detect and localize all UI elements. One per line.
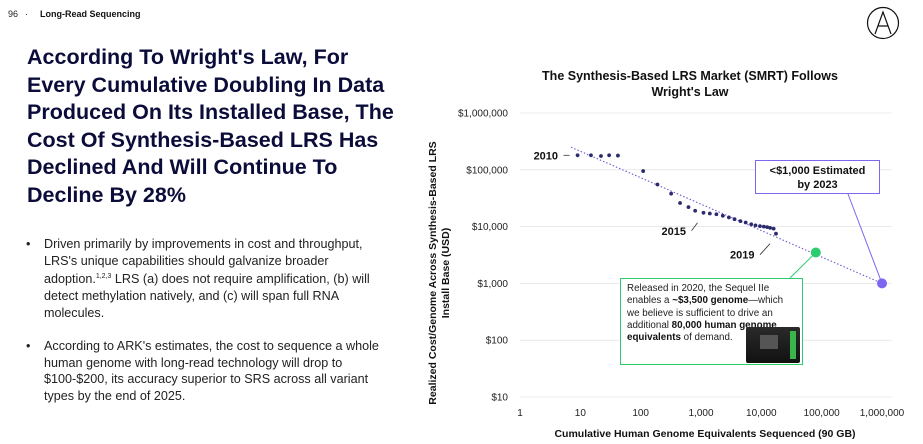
chart-title: The Synthesis-Based LRS Market (SMRT) Fo… [542, 69, 838, 99]
chart-data-point [758, 224, 762, 229]
chart-data-point [607, 153, 612, 158]
chart-data-point [641, 169, 646, 173]
chart-data-point [732, 217, 737, 222]
green-callout-connector [789, 252, 817, 279]
ark-logo-icon [866, 6, 900, 40]
chart-data-point [765, 225, 770, 229]
chart-data-point [774, 231, 778, 236]
bullet-text: Driven primarily by improvements in cost… [44, 237, 363, 287]
chart-y-tick-label: $1,000,000 [458, 109, 508, 120]
chart-data-point [753, 223, 758, 228]
chart-data-point [599, 154, 603, 158]
estimate-callout-line2: by 2023 [797, 179, 838, 191]
bullet-icon: • [26, 339, 31, 354]
chart-data-point [761, 224, 766, 229]
chart-y-tick-label: $10,000 [472, 222, 509, 233]
chart-highlight-point [877, 278, 887, 289]
estimate-callout-line1: <$1,000 Estimated [769, 165, 866, 177]
chart-data-point [743, 220, 748, 225]
chart-trend-line [570, 146, 883, 284]
sequel-bold-1: ~$3,500 genome [672, 295, 749, 307]
sequel-text-3: of demand. [680, 332, 733, 344]
sequencer-device-icon [746, 327, 800, 363]
chart-data-point [616, 153, 620, 158]
bullet-list: • Driven primarily by improvements in co… [26, 236, 381, 422]
chart-data-point [678, 201, 682, 205]
page-number: 96 [8, 9, 19, 19]
purple-callout-connector [847, 193, 883, 284]
chart-x-tick-label: 10 [575, 408, 587, 419]
chart-data-point [738, 219, 743, 223]
chart-x-tick-label: 1,000 [688, 408, 713, 419]
footnote-ref: 1,2,3 [95, 273, 112, 281]
section-title: Long-Read Sequencing [40, 9, 141, 19]
estimate-callout: <$1,000 Estimated by 2023 [755, 160, 880, 194]
chart-annotation-pointer [691, 222, 698, 232]
chart-x-tick-label: 100 [632, 408, 649, 419]
chart-data-point [655, 182, 660, 187]
chart-y-tick-label: $10 [491, 393, 508, 404]
chart-year-annotation: 2019 [730, 250, 754, 262]
chart-data-point [768, 225, 773, 230]
sequel-text-1: Released in 2020, the Sequel IIe enables… [627, 283, 770, 307]
chart-x-tick-label: 100,000 [804, 408, 841, 419]
bullet-icon: • [26, 237, 31, 251]
sequel-callout: Released in 2020, the Sequel IIe enables… [620, 278, 803, 365]
chart-x-axis-label: Cumulative Human Genome Equivalents Sequ… [554, 428, 856, 440]
chart-x-tick-label: 1,000,000 [860, 408, 905, 419]
sequel-text-2: —which we believe is sufficient to drive… [627, 295, 784, 331]
chart-year-annotation: 2015 [661, 226, 685, 238]
chart-x-tick-label: 10,000 [746, 408, 777, 419]
headline: According To Wright's Law, For Every Cum… [27, 45, 394, 207]
bullet-text: According to ARK's estimates, the cost t… [44, 339, 379, 403]
chart-highlight-point [810, 247, 821, 258]
chart-data-point [686, 205, 691, 210]
chart-data-point [693, 208, 698, 213]
chart-data-point [669, 191, 674, 196]
chart-data-point [589, 153, 593, 158]
bullet-text-cont: LRS (a) does not require amplification, … [44, 272, 370, 320]
chart-y-tick-label: $1,000 [477, 279, 508, 290]
chart-year-annotation: 2010 [534, 150, 558, 162]
chart-data-point [720, 213, 725, 218]
chart-annotation-pointer [759, 243, 771, 255]
bullet-item: • According to ARK's estimates, the cost… [26, 338, 381, 404]
chart-data-point [714, 212, 719, 217]
chart-y-tick-label: $100 [486, 336, 509, 347]
chart-y-tick-label: $100,000 [466, 165, 508, 176]
chart-data-point [575, 153, 580, 158]
bullet-item: • Driven primarily by improvements in co… [26, 236, 381, 321]
chart-data-point [749, 222, 754, 227]
page-separator: · [25, 9, 28, 19]
chart-data-point [726, 215, 731, 220]
sequel-bold-2: 80,000 human genome equivalents [627, 319, 777, 344]
chart-data-point [701, 210, 706, 215]
chart-data-point [771, 226, 776, 231]
chart-data-point [707, 211, 712, 216]
chart-x-tick-label: 1 [517, 408, 523, 419]
